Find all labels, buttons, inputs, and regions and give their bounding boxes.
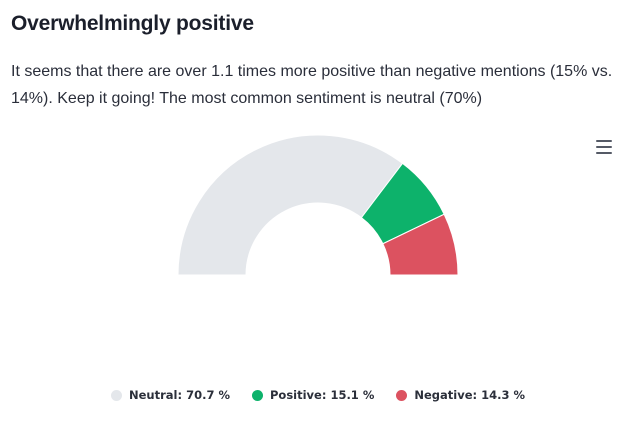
card-title: Overwhelmingly positive bbox=[11, 12, 254, 35]
chart-legend: Neutral: 70.7 % Positive: 15.1 % Negative:… bbox=[0, 388, 636, 402]
legend-label: Negative: 14.3 % bbox=[414, 388, 525, 402]
legend-item-negative[interactable]: Negative: 14.3 % bbox=[396, 388, 525, 402]
legend-item-positive[interactable]: Positive: 15.1 % bbox=[251, 388, 375, 402]
slice-negative[interactable] bbox=[382, 213, 459, 276]
legend-label: Neutral: 70.7 % bbox=[129, 388, 230, 402]
sentiment-summary: It seems that there are over 1.1 times m… bbox=[11, 63, 613, 107]
legend-dot-icon bbox=[396, 389, 408, 401]
legend-dot-icon bbox=[251, 389, 263, 401]
legend-item-neutral[interactable]: Neutral: 70.7 % bbox=[111, 388, 230, 402]
legend-label: Positive: 15.1 % bbox=[269, 388, 375, 402]
legend-dot-icon bbox=[111, 389, 122, 401]
hamburger-menu-icon[interactable] bbox=[592, 137, 616, 157]
slice-neutral[interactable] bbox=[177, 134, 404, 276]
